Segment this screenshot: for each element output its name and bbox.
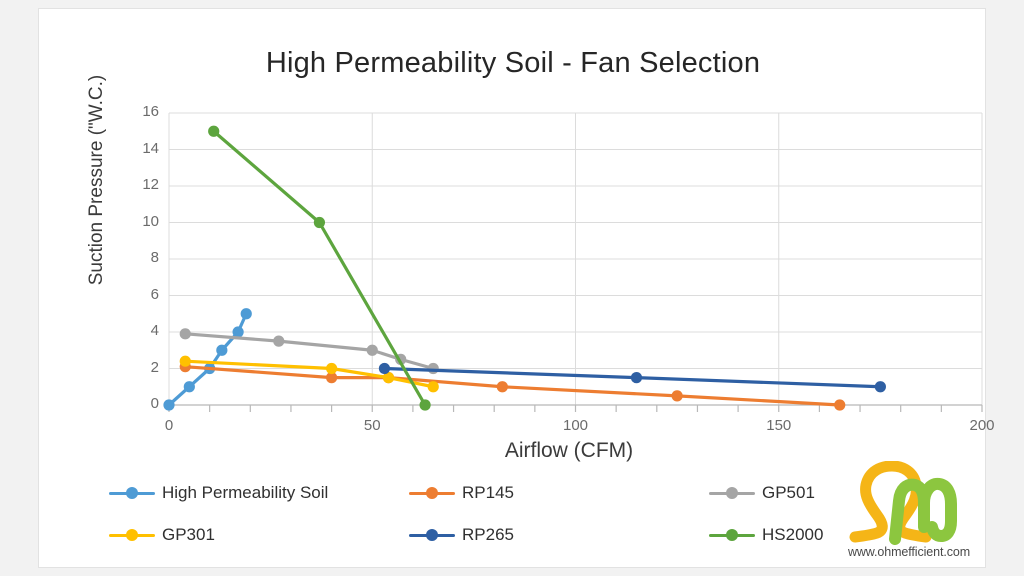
legend-swatch-icon bbox=[709, 527, 755, 543]
legend-item-gp501[interactable]: GP501 bbox=[709, 481, 815, 505]
legend-swatch-icon bbox=[709, 485, 755, 501]
y-axis-tick-label: 4 bbox=[150, 322, 159, 339]
data-point bbox=[366, 344, 378, 356]
legend-item-label: RP265 bbox=[462, 525, 514, 544]
brand-logo: www.ohmefficient.com bbox=[829, 461, 989, 566]
y-axis-tick-label: 6 bbox=[150, 285, 159, 303]
data-point bbox=[208, 125, 220, 137]
data-point bbox=[216, 344, 228, 356]
data-point bbox=[273, 335, 285, 347]
y-axis-tick-label: 12 bbox=[142, 176, 159, 193]
data-point bbox=[240, 308, 252, 320]
data-point bbox=[496, 381, 508, 393]
y-axis-tick-label: 2 bbox=[150, 358, 159, 376]
data-point bbox=[163, 399, 175, 411]
y-axis-tick-label: 16 bbox=[142, 103, 159, 120]
data-point bbox=[179, 328, 191, 340]
legend-item-label: RP145 bbox=[462, 483, 514, 502]
legend-item-rp145[interactable]: RP145 bbox=[409, 481, 514, 505]
legend-item-rp265[interactable]: RP265 bbox=[409, 523, 514, 547]
y-axis-tick-label: 10 bbox=[142, 212, 159, 230]
legend-item-label: High Permeability Soil bbox=[162, 483, 329, 502]
data-point bbox=[378, 362, 391, 375]
data-point bbox=[382, 372, 395, 384]
legend-item-high-permeability-soil[interactable]: High Permeability Soil bbox=[109, 481, 328, 505]
x-axis-tick-label: 100 bbox=[562, 417, 589, 434]
data-point bbox=[179, 355, 191, 367]
data-point bbox=[313, 216, 326, 229]
legend-swatch-icon bbox=[409, 527, 455, 543]
data-point bbox=[427, 381, 439, 393]
data-point bbox=[427, 362, 439, 375]
data-point bbox=[671, 390, 683, 402]
plot-area: Suction Pressure ("W.C.) Airflow (CFM) 0… bbox=[39, 9, 995, 569]
chart-legend: High Permeability Soil RP145 GP501 GP301 RP2… bbox=[109, 481, 869, 563]
legend-swatch-icon bbox=[409, 485, 455, 501]
y-axis-tick-label: 8 bbox=[150, 249, 159, 266]
page-title: High Permeability Soil - Fan Selection bbox=[265, 47, 761, 79]
chart-svg bbox=[163, 112, 983, 412]
x-axis-tick-label: 0 bbox=[164, 417, 174, 434]
logo-url-text: www.ohmefficient.com bbox=[847, 545, 971, 559]
data-point bbox=[232, 326, 244, 338]
data-point bbox=[419, 399, 431, 411]
y-axis-tick-label: 0 bbox=[150, 395, 159, 412]
data-point bbox=[834, 399, 846, 411]
x-axis-tick-label: 150 bbox=[766, 417, 792, 434]
series-line-gp301 bbox=[183, 359, 435, 389]
legend-swatch-icon bbox=[109, 527, 155, 543]
data-point bbox=[630, 372, 643, 384]
legend-item-label: GP301 bbox=[162, 525, 215, 544]
y-axis-title: Suction Pressure ("W.C.) bbox=[86, 74, 107, 286]
legend-item-hs2000[interactable]: HS2000 bbox=[709, 523, 823, 547]
series-line-rp145 bbox=[183, 365, 842, 407]
data-point bbox=[183, 381, 195, 393]
legend-item-gp301[interactable]: GP301 bbox=[109, 523, 215, 547]
data-point bbox=[874, 381, 886, 393]
omega-m-logo-icon bbox=[849, 461, 957, 545]
x-axis-tick-label: 50 bbox=[363, 417, 381, 434]
y-axis-tick-label: 14 bbox=[142, 139, 159, 157]
data-point bbox=[326, 362, 338, 375]
x-axis-title: Airflow (CFM) bbox=[504, 439, 634, 462]
legend-item-label: HS2000 bbox=[762, 525, 824, 544]
legend-item-label: GP501 bbox=[762, 483, 815, 502]
legend-swatch-icon bbox=[109, 485, 155, 501]
x-axis-tick-label: 200 bbox=[969, 417, 995, 434]
chart-card: High Permeability Soil - Fan Selection S… bbox=[38, 8, 995, 569]
data-point bbox=[326, 372, 338, 384]
